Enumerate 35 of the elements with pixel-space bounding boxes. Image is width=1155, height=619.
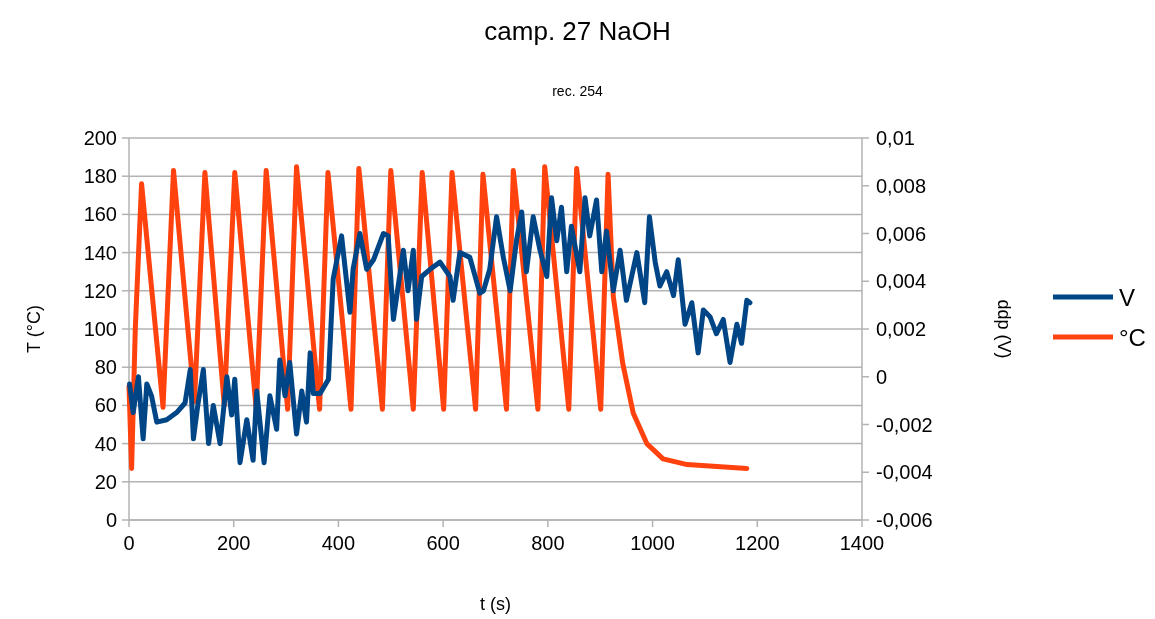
y2-tick-label: 0,008 <box>876 174 927 197</box>
x-tick-label: 1400 <box>839 532 885 554</box>
y2-tick-label: 0 <box>876 365 888 388</box>
y2-tick-label: 0,006 <box>876 222 927 245</box>
y-tick-label: 60 <box>94 394 117 417</box>
chart-subtitle: rec. 254 <box>552 83 603 99</box>
y-tick-label: 20 <box>94 470 117 493</box>
chart-title: camp. 27 NaOH <box>484 16 671 46</box>
y2-tick-label: 0,004 <box>876 270 927 293</box>
y-tick-label: 0 <box>105 509 117 531</box>
y-axis-title: T (°C) <box>24 305 44 353</box>
y2-tick-label: -0,006 <box>876 509 933 531</box>
y-tick-label: 100 <box>83 318 117 340</box>
x-tick-label: 800 <box>531 532 565 554</box>
x-axis-title: t (s) <box>480 594 511 614</box>
x-tick-label: 0 <box>123 532 135 554</box>
y-tick-label: 40 <box>94 432 117 455</box>
y-tick-label: 120 <box>83 279 117 302</box>
y2-tick-label: -0,004 <box>876 461 933 484</box>
y-tick-label: 140 <box>83 241 117 264</box>
legend-label: °C <box>1119 324 1146 351</box>
x-tick-label: 400 <box>321 532 356 554</box>
y-tick-label: 200 <box>83 127 117 149</box>
legend-label: V <box>1119 284 1136 311</box>
y-tick-label: 180 <box>83 165 117 188</box>
y2-tick-label: 0,002 <box>876 318 927 340</box>
x-tick-label: 1000 <box>630 532 675 554</box>
y2-tick-label: 0,01 <box>876 127 915 149</box>
y-tick-label: 80 <box>94 356 117 379</box>
y-tick-label: 160 <box>83 203 117 226</box>
y2-axis-title: ddp (V) <box>994 299 1014 359</box>
x-tick-label: 200 <box>217 532 251 554</box>
x-tick-label: 600 <box>426 532 460 554</box>
x-tick-label: 1200 <box>735 532 780 554</box>
y2-tick-label: -0,002 <box>876 413 933 436</box>
